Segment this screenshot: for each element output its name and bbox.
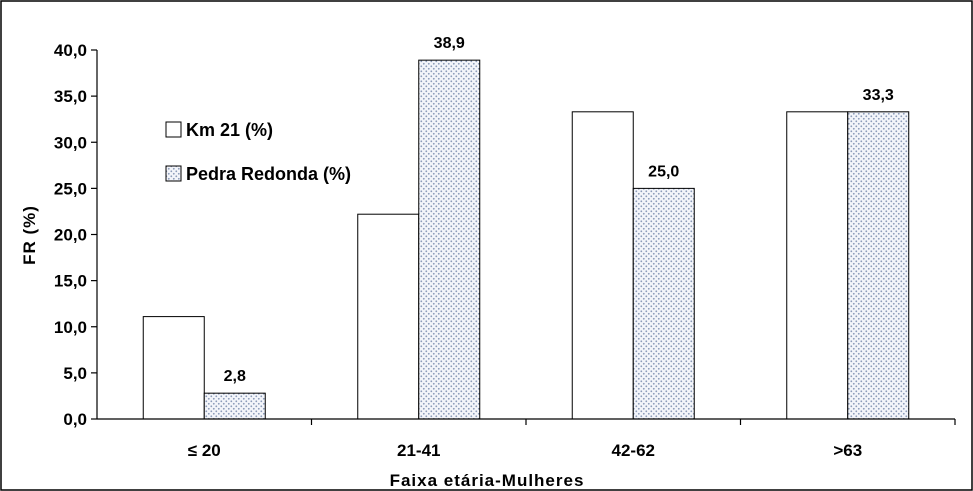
y-tick-label: 0,0 [63, 410, 87, 429]
bars [142, 59, 910, 420]
y-tick-label: 30,0 [54, 133, 87, 152]
legend-swatch-km21 [165, 121, 182, 138]
legend-swatch-pedra-redonda [165, 165, 182, 182]
x-axis-title: Faixa etária-Mulheres [390, 471, 585, 490]
x-tick-label: ≤ 20 [188, 441, 221, 460]
bar-km21 [357, 213, 420, 420]
y-tick-label: 25,0 [54, 179, 87, 198]
legend-label-pedra-redonda: Pedra Redonda (%) [186, 164, 351, 184]
data-labels: 2,8 38,9 25,0 33,3 [224, 35, 894, 385]
bar-km21 [142, 316, 205, 420]
y-tick-label: 35,0 [54, 87, 87, 106]
y-tick-label: 5,0 [63, 364, 87, 383]
y-tick-label: 15,0 [54, 272, 87, 291]
legend: Km 21 (%) Pedra Redonda (%) [165, 120, 351, 184]
bar-pedra-redonda [203, 392, 266, 420]
y-axis-ticks: 0,0 5,0 10,0 15,0 20,0 25,0 30,0 35,0 40,0 [54, 41, 97, 429]
data-label: 25,0 [648, 163, 679, 180]
data-label: 33,3 [863, 87, 894, 104]
x-tick-label: 42-62 [612, 441, 655, 460]
x-tick-label: 21-41 [397, 441, 440, 460]
x-tick-label: >63 [833, 441, 862, 460]
bar-pedra-redonda [847, 111, 910, 420]
bar-pedra-redonda [418, 59, 481, 420]
legend-label-km21: Km 21 (%) [186, 120, 273, 140]
x-axis-ticks: ≤ 20 21-41 42-62 >63 [188, 419, 956, 460]
bar-km21 [571, 111, 634, 420]
data-label: 2,8 [224, 368, 246, 385]
y-tick-label: 20,0 [54, 226, 87, 245]
y-tick-label: 10,0 [54, 318, 87, 337]
bar-km21 [786, 111, 849, 420]
bar-pedra-redonda [632, 187, 695, 420]
data-label: 38,9 [434, 35, 465, 52]
y-tick-label: 40,0 [54, 41, 87, 60]
y-axis-title: FR (%) [20, 205, 39, 265]
